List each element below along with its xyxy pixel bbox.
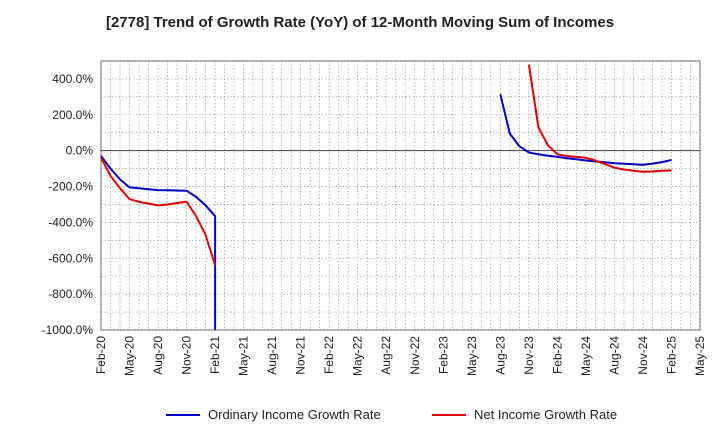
- y-tick-label: -600.0%: [48, 251, 93, 265]
- legend-swatch-ordinary-income: [166, 414, 200, 416]
- y-tick-label: -800.0%: [48, 287, 93, 301]
- x-tick-label: May-24: [579, 336, 593, 376]
- legend: Ordinary Income Growth Rate Net Income G…: [0, 405, 720, 427]
- x-tick-label: Feb-21: [208, 336, 222, 374]
- line-chart: 400.0% 200.0% 0.0% -200.0% -400.0% -600.0% -80…: [42, 60, 707, 376]
- x-tick-label: Feb-25: [664, 336, 678, 374]
- series-line-ordinary-income-segment-1: [100, 155, 217, 330]
- y-tick-label: -200.0%: [48, 180, 93, 194]
- series-line-net-income-segment-1: [100, 157, 217, 266]
- x-tick-label: Aug-22: [379, 336, 393, 375]
- series-line-net-income-segment-2: [527, 64, 672, 173]
- x-tick-label: Nov-24: [636, 336, 650, 375]
- x-tick-label: Feb-24: [550, 336, 564, 374]
- x-tick-label: Nov-20: [180, 336, 194, 375]
- x-tick-label: Nov-22: [408, 336, 422, 375]
- x-tick-label: Nov-21: [294, 336, 308, 375]
- y-tick-label: -1000.0%: [42, 323, 94, 337]
- x-tick-label: Aug-23: [493, 336, 507, 375]
- x-tick-label: Feb-20: [94, 336, 108, 374]
- x-tick-label: May-21: [237, 336, 251, 376]
- plot-area: [100, 60, 701, 331]
- y-tick-label: -400.0%: [48, 215, 93, 229]
- legend-label-ordinary-income: Ordinary Income Growth Rate: [208, 407, 381, 422]
- x-tick-label: Feb-22: [322, 336, 336, 374]
- x-tick-label: May-25: [693, 336, 707, 376]
- x-tick-label: Nov-23: [522, 336, 536, 375]
- y-tick-label: 400.0%: [52, 72, 93, 86]
- x-tick-label: May-22: [351, 336, 365, 376]
- series-line-ordinary-income-segment-2: [499, 93, 672, 166]
- x-tick-label: May-23: [465, 336, 479, 376]
- chart-title: [2778] Trend of Growth Rate (YoY) of 12-…: [105, 14, 615, 31]
- y-tick-label: 0.0%: [66, 144, 94, 158]
- x-tick-label: May-20: [123, 336, 137, 376]
- x-tick-label: Aug-20: [151, 336, 165, 375]
- x-tick-label: Aug-21: [265, 336, 279, 375]
- legend-label-net-income: Net Income Growth Rate: [474, 407, 618, 422]
- legend-swatch-net-income: [432, 414, 466, 416]
- x-tick-label: Feb-23: [436, 336, 450, 374]
- y-tick-label: 200.0%: [52, 108, 93, 122]
- x-tick-label: Aug-24: [607, 336, 621, 375]
